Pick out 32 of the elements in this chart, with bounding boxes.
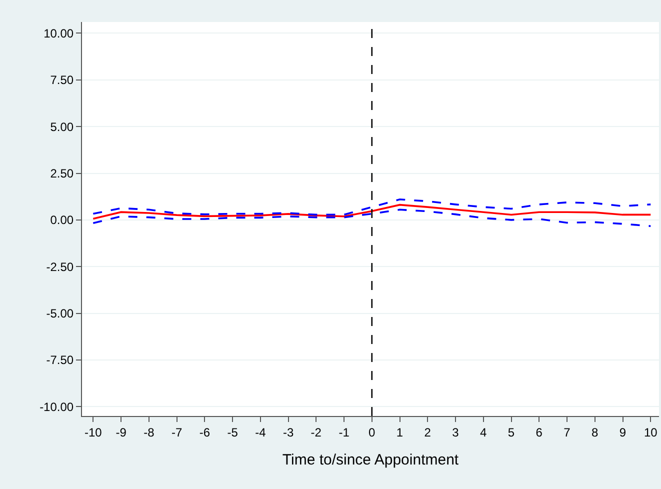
y-tick-label: -7.50 xyxy=(46,353,74,368)
x-tick-label: -3 xyxy=(282,425,294,440)
x-tick-label: 7 xyxy=(564,425,571,440)
x-axis-title: Time to/since Appointment xyxy=(282,451,460,468)
y-tick-label: -10.00 xyxy=(40,400,74,414)
x-tick-label: -1 xyxy=(338,425,350,440)
x-tick-label: 6 xyxy=(536,425,543,440)
line-series xyxy=(92,204,652,220)
y-tick-label: 5.00 xyxy=(50,120,74,134)
x-tick-label: 9 xyxy=(619,425,626,440)
x-tick-label: 8 xyxy=(592,425,599,440)
x-tick-label: 1 xyxy=(396,425,404,440)
y-tick-label: -2.50 xyxy=(46,260,74,274)
x-tick-label: 2 xyxy=(424,425,432,440)
x-tick-label: 10 xyxy=(644,425,658,440)
x-tick-label: -4 xyxy=(255,425,266,440)
y-tick-label: 0.00 xyxy=(50,213,74,228)
x-tick-label: 0 xyxy=(368,425,376,440)
y-tick-label: 10.00 xyxy=(44,26,74,40)
x-tick-label: -7 xyxy=(171,425,182,440)
y-tick-label: 2.50 xyxy=(50,166,74,180)
x-tick-label: 3 xyxy=(452,425,460,440)
y-tick-label: 7.50 xyxy=(50,73,74,88)
x-tick-label: 5 xyxy=(508,425,515,440)
x-tick-label: -2 xyxy=(310,425,322,440)
x-tick-label: -9 xyxy=(116,425,127,440)
y-tick-label: -5.00 xyxy=(46,306,74,320)
x-tick-label: -8 xyxy=(144,425,155,440)
x-tick-label: 4 xyxy=(480,425,488,440)
x-tick-label: -10 xyxy=(84,425,102,440)
x-tick-label: -6 xyxy=(199,425,210,440)
x-tick-label: -5 xyxy=(227,425,238,440)
